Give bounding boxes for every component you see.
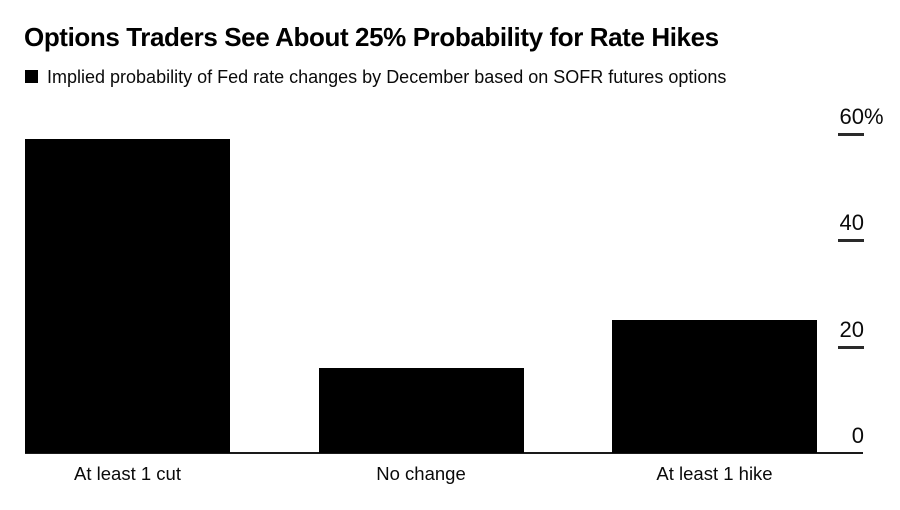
y-tick-mark	[838, 132, 864, 136]
y-tick-mark	[838, 345, 864, 349]
chart-title: Options Traders See About 25% Probabilit…	[24, 22, 719, 52]
bar-at-least-1-cut	[25, 139, 230, 453]
y-tick-mark	[838, 239, 864, 242]
category-label: At least 1 cut	[74, 463, 181, 484]
y-tick-label: 60%	[839, 103, 884, 129]
percent-suffix: %	[864, 103, 884, 129]
y-tick-label: 40	[839, 210, 864, 235]
legend: Implied probability of Fed rate changes …	[25, 66, 726, 88]
legend-label: Implied probability of Fed rate changes …	[47, 67, 727, 87]
legend-square-icon	[25, 70, 38, 83]
x-axis-baseline	[25, 452, 863, 454]
category-label: No change	[376, 463, 466, 484]
category-label: At least 1 hike	[656, 463, 773, 484]
y-tick-label: 20	[839, 316, 864, 342]
bar-no-change	[318, 368, 524, 453]
y-tick-label: 0	[851, 423, 864, 448]
bar-at-least-1-hike	[612, 320, 817, 453]
